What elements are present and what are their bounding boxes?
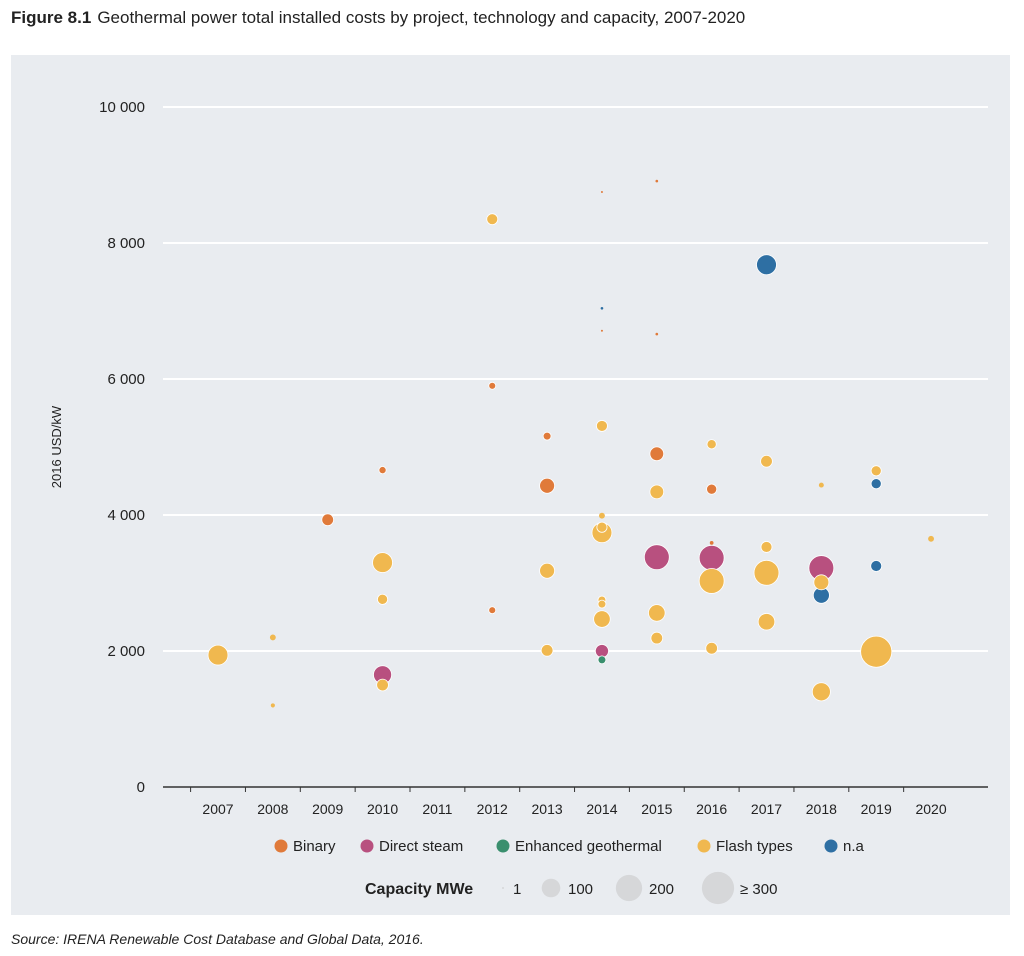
legend-label: Direct steam <box>379 838 463 855</box>
data-point <box>599 512 605 519</box>
data-point <box>705 641 718 655</box>
data-point <box>596 420 608 432</box>
x-tick-label: 2009 <box>312 801 343 817</box>
x-tick-label: 2016 <box>696 801 727 817</box>
data-point <box>270 703 275 708</box>
data-point <box>756 254 777 276</box>
data-point <box>643 544 670 571</box>
legend-marker <box>496 839 510 853</box>
data-point <box>377 593 389 605</box>
data-point <box>488 381 497 390</box>
x-tick-label: 2015 <box>641 801 672 817</box>
data-point <box>698 568 725 594</box>
data-point <box>818 482 824 488</box>
data-point <box>486 213 499 226</box>
data-point <box>650 631 664 645</box>
size-legend-title: Capacity MWe <box>365 881 473 898</box>
data-point <box>540 644 554 657</box>
figure-title-text: Geothermal power total installed costs b… <box>97 8 746 27</box>
data-point <box>860 635 893 668</box>
data-point <box>655 332 659 336</box>
data-point <box>376 678 389 692</box>
data-point <box>655 179 659 183</box>
data-point <box>597 599 607 609</box>
size-legend-marker <box>701 871 735 905</box>
x-tick-label: 2017 <box>751 801 782 817</box>
x-tick-label: 2010 <box>367 801 398 817</box>
legend-label: Enhanced geothermal <box>515 838 662 855</box>
data-point <box>593 610 611 628</box>
x-tick-label: 2012 <box>477 801 508 817</box>
y-tick-label: 6 000 <box>107 371 145 388</box>
data-point <box>753 559 780 586</box>
data-point <box>870 560 883 572</box>
x-tick-label: 2013 <box>532 801 563 817</box>
data-point <box>870 465 882 477</box>
data-point <box>709 541 714 545</box>
data-point <box>207 644 229 666</box>
data-point <box>539 562 555 579</box>
x-tick-label: 2008 <box>257 801 288 817</box>
data-point <box>760 454 773 468</box>
y-tick-label: 0 <box>137 779 145 796</box>
data-point <box>600 306 604 310</box>
data-point <box>600 191 603 193</box>
legend-label: Flash types <box>716 838 793 855</box>
chart-panel: 0 2 000 4 000 6 000 8 000 10 000 2007 2008 2009 2… <box>11 55 1010 915</box>
data-point <box>649 484 665 500</box>
source-note: Source: IRENA Renewable Cost Database an… <box>11 931 424 947</box>
size-legend-label: 200 <box>649 881 674 898</box>
legend-marker <box>274 839 288 853</box>
x-tick-label: 2019 <box>861 801 892 817</box>
data-point <box>596 521 608 533</box>
size-legend-marker <box>615 874 643 902</box>
data-point <box>649 446 665 462</box>
size-legend-label: ≥ 300 <box>740 881 777 898</box>
data-point <box>760 541 773 553</box>
data-point <box>870 478 882 490</box>
data-point <box>378 466 387 475</box>
y-tick-label: 10 000 <box>99 99 145 116</box>
figure-label: Figure 8.1 <box>11 8 92 27</box>
y-tick-label: 8 000 <box>107 235 145 252</box>
data-point <box>928 535 934 542</box>
y-tick-label: 2 000 <box>107 643 145 660</box>
x-tick-label: 2011 <box>422 801 452 817</box>
size-legend-marker <box>502 887 504 889</box>
size-legend-marker <box>541 878 561 898</box>
data-point <box>597 655 607 665</box>
legend-marker <box>697 839 711 853</box>
data-point <box>269 634 276 641</box>
data-point <box>542 431 552 441</box>
x-tick-label: 2018 <box>806 801 837 817</box>
y-tick-label: 4 000 <box>107 507 145 524</box>
data-point <box>372 552 393 573</box>
data-point <box>488 606 497 615</box>
data-point <box>757 613 776 631</box>
data-point <box>698 544 725 571</box>
data-point <box>811 682 831 702</box>
legend-marker <box>824 839 838 853</box>
legend-label: Binary <box>293 838 336 855</box>
legend-label: n.a <box>843 838 865 855</box>
data-point <box>706 439 717 450</box>
legend-marker <box>360 839 374 853</box>
data-point <box>648 604 666 622</box>
x-tick-label: 2020 <box>915 801 946 817</box>
data-point <box>706 483 718 495</box>
data-point <box>539 477 555 494</box>
size-legend-label: 100 <box>568 881 593 898</box>
x-tick-label: 2014 <box>586 801 617 817</box>
y-axis-label: 2016 USD/kW <box>49 405 64 488</box>
size-legend-label: 1 <box>513 881 521 898</box>
figure-title: Figure 8.1 Geothermal power total install… <box>11 8 745 28</box>
scatter-chart: 0 2 000 4 000 6 000 8 000 10 000 2007 2008 2009 2… <box>49 99 988 905</box>
data-point <box>600 329 603 332</box>
x-tick-label: 2007 <box>202 801 233 817</box>
data-point <box>321 513 334 527</box>
data-point <box>813 574 830 591</box>
